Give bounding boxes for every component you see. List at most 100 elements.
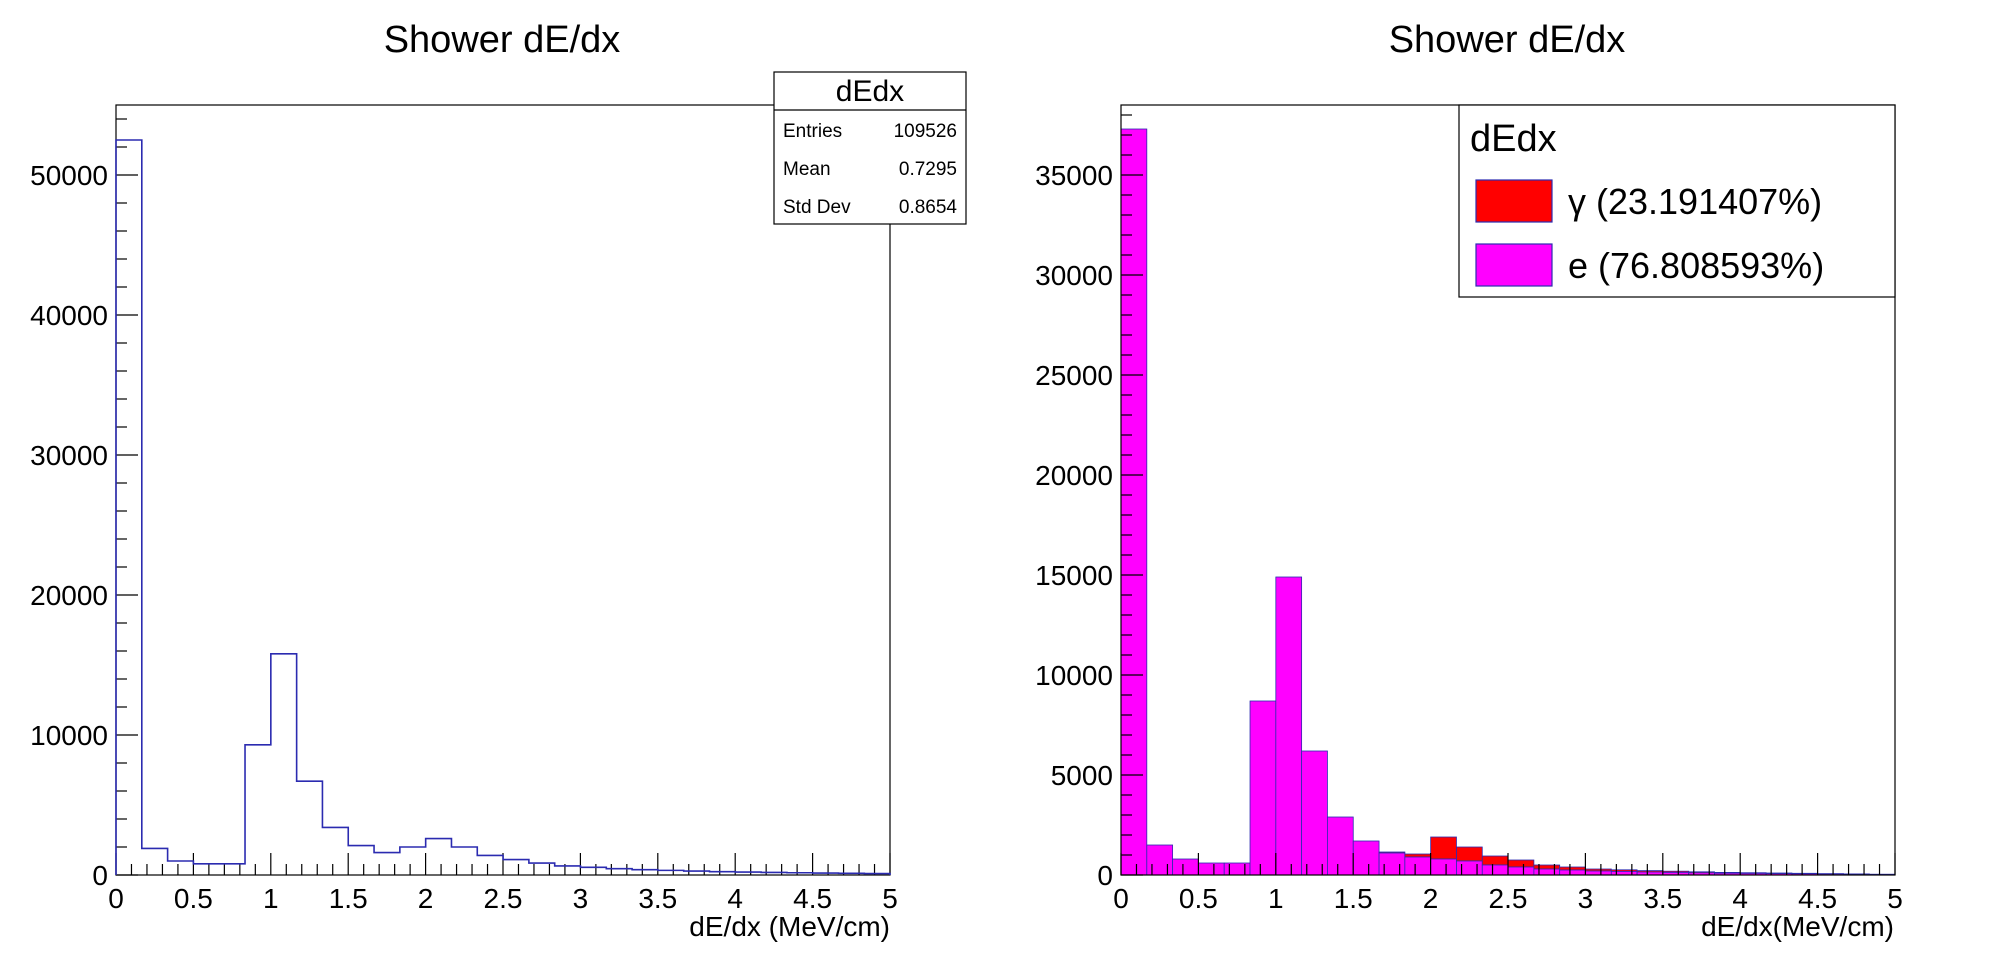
bar-electron: [1301, 750, 1328, 876]
histogram-bin: [245, 745, 271, 875]
histogram-bin: [555, 866, 581, 875]
bar-electron: [1198, 862, 1225, 876]
x-tick-label: 3.5: [638, 883, 677, 914]
histogram-series: [115, 139, 891, 875]
chart-title: Shower dE/dx: [384, 19, 621, 61]
stats-value-stddev: 0.8654: [899, 197, 958, 218]
histogram-bin: [606, 869, 632, 875]
bar-gamma: [1559, 866, 1586, 871]
histogram-bin: [297, 781, 323, 875]
histogram-bin: [168, 861, 194, 875]
y-tick-label: 10000: [1035, 660, 1113, 691]
x-axis-label: dE/dx(MeV/cm): [1701, 911, 1894, 942]
chart-title: Shower dE/dx: [1389, 19, 1626, 61]
legend-swatch-gamma: [1475, 179, 1553, 223]
legend-label-electron: e (76.808593%): [1568, 245, 1824, 286]
x-tick-label: 2.5: [484, 883, 523, 914]
histogram-bin: [271, 654, 297, 875]
y-tick-label: 20000: [30, 580, 108, 611]
x-tick-label: 2.5: [1489, 883, 1528, 914]
histogram-bin: [374, 853, 400, 875]
axis-ticks: 0 0.5 1 1.5 2 2.5 3 3.5 4 4.5 5 0 5000 10000 15000 2000…: [1035, 114, 1903, 914]
x-tick-label: 0.5: [174, 883, 213, 914]
histogram-bin: [322, 827, 348, 875]
stats-box: dEdx Entries 109526 Mean 0.7295 Std Dev …: [773, 71, 967, 225]
x-tick-label: 5: [1887, 883, 1903, 914]
x-tick-label: 2: [1423, 883, 1439, 914]
histogram-bin: [193, 864, 219, 875]
bar-electron: [1456, 860, 1483, 876]
bar-electron: [1275, 576, 1303, 876]
x-tick-label: 3: [1578, 883, 1594, 914]
x-tick-label: 0.5: [1179, 883, 1218, 914]
bar-electron: [1533, 868, 1561, 876]
histogram-bin: [451, 847, 477, 875]
x-tick-label: 1.5: [329, 883, 368, 914]
histogram-bin: [400, 847, 426, 875]
stacked-histogram-series: [1120, 128, 1896, 876]
x-tick-label: 4.5: [793, 883, 832, 914]
bar-electron: [1172, 858, 1199, 876]
y-tick-label: 25000: [1035, 360, 1113, 391]
x-tick-label: 0: [1113, 883, 1129, 914]
y-tick-label: 0: [1097, 860, 1113, 891]
bar-electron: [1378, 852, 1406, 876]
axis-ticks: 0 0.5 1 1.5 2 2.5 3 3.5 4 4.5 5 0 10000 20000 30000 400…: [30, 118, 898, 914]
legend-title: dEdx: [1470, 118, 1557, 160]
bar-gamma: [1404, 853, 1432, 858]
y-tick-label: 50000: [30, 160, 108, 191]
y-tick-label: 30000: [1035, 260, 1113, 291]
histogram-bin: [426, 839, 452, 875]
legend-swatch-electron: [1475, 243, 1553, 287]
bar-electron: [1352, 840, 1380, 876]
histogram-bin: [142, 848, 168, 875]
stats-label-entries: Entries: [783, 121, 842, 142]
y-tick-label: 30000: [30, 440, 108, 471]
bar-electron: [1430, 858, 1457, 876]
histogram-right: Shower dE/dx 0 0.5 1 1.5 2 2.5 3 3.5 4 4.5 5 0 5000 1…: [1035, 19, 1903, 942]
bar-electron: [1404, 856, 1432, 876]
y-tick-label: 5000: [1051, 760, 1113, 791]
histogram-bin: [348, 846, 374, 875]
bar-electron: [1559, 869, 1586, 876]
bar-gamma: [1430, 836, 1457, 860]
stats-label-stddev: Std Dev: [783, 197, 851, 218]
bar-electron: [1223, 862, 1251, 876]
histogram-bin: [219, 864, 245, 875]
x-tick-label: 1: [1268, 883, 1284, 914]
stats-value-entries: 109526: [894, 121, 957, 142]
histogram-bin: [477, 855, 503, 875]
stats-box-title: dEdx: [836, 75, 904, 108]
bar-electron: [1481, 864, 1509, 876]
y-tick-label: 0: [92, 860, 108, 891]
bar-electron: [1249, 700, 1277, 876]
x-tick-label: 5: [882, 883, 898, 914]
y-tick-label: 10000: [30, 720, 108, 751]
x-tick-label: 2: [418, 883, 434, 914]
legend: dEdx γ (23.191407%) e (76.808593%): [1458, 104, 1896, 298]
bar-gamma: [1481, 855, 1509, 866]
y-tick-label: 15000: [1035, 560, 1113, 591]
y-tick-label: 20000: [1035, 460, 1113, 491]
bar-electron: [1327, 816, 1354, 876]
bar-electron: [1120, 128, 1148, 876]
histogram-bin: [529, 863, 555, 875]
bar-gamma: [1507, 859, 1535, 868]
x-tick-label: 3: [573, 883, 589, 914]
stats-value-mean: 0.7295: [899, 159, 957, 180]
x-tick-label: 4.5: [1798, 883, 1837, 914]
x-tick-label: 0: [108, 883, 124, 914]
histogram-bin: [580, 867, 606, 875]
x-tick-label: 4: [1732, 883, 1748, 914]
stats-label-mean: Mean: [783, 159, 831, 180]
x-tick-label: 3.5: [1643, 883, 1682, 914]
x-tick-label: 1: [263, 883, 279, 914]
y-tick-label: 40000: [30, 300, 108, 331]
bar-electron: [1507, 866, 1535, 876]
legend-label-gamma: γ (23.191407%): [1568, 181, 1822, 222]
x-axis-label: dE/dx (MeV/cm): [689, 911, 890, 942]
bar-gamma: [1533, 864, 1561, 870]
histogram-bin: [503, 860, 529, 875]
y-tick-label: 35000: [1035, 160, 1113, 191]
